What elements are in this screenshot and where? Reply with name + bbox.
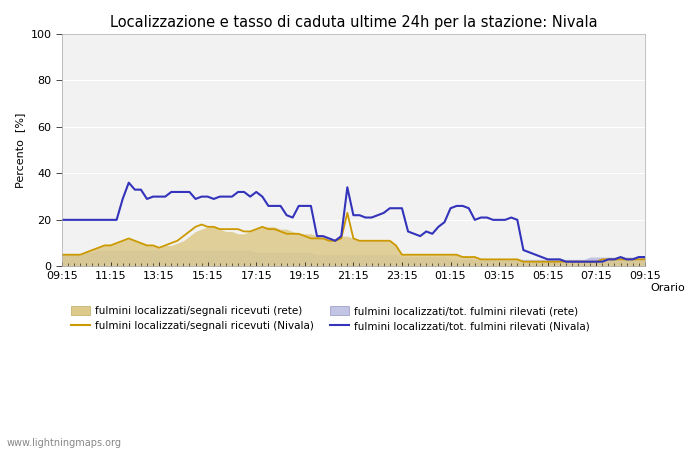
Title: Localizzazione e tasso di caduta ultime 24h per la stazione: Nivala: Localizzazione e tasso di caduta ultime … [110,15,597,30]
Legend: fulmini localizzati/segnali ricevuti (rete), fulmini localizzati/segnali ricevut: fulmini localizzati/segnali ricevuti (re… [67,302,594,336]
Y-axis label: Percento  [%]: Percento [%] [15,112,25,188]
Text: www.lightningmaps.org: www.lightningmaps.org [7,438,122,448]
Text: Orario: Orario [651,283,685,293]
